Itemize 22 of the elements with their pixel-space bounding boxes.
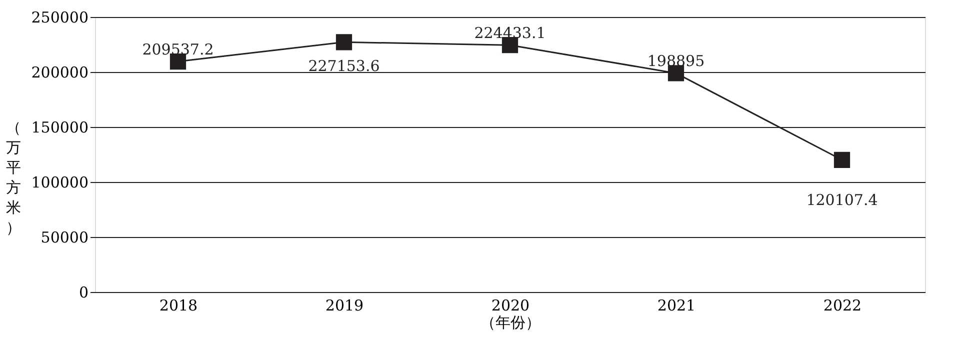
- data-label: 198895: [647, 52, 705, 70]
- point: [834, 152, 850, 168]
- x-tick-label: 2019: [325, 296, 364, 314]
- y-tick-label: 150000: [31, 118, 88, 136]
- y-tick-label: 100000: [31, 174, 88, 192]
- y-axis-title: （万平方米）: [6, 118, 21, 236]
- x-tick-label: 2020: [491, 296, 530, 314]
- data-label: 224433.1: [474, 24, 546, 42]
- y-tick-label: 50000: [40, 228, 88, 246]
- data-label: 227153.6: [308, 57, 380, 76]
- point: [336, 34, 352, 50]
- point: [502, 37, 518, 54]
- x-tick-label: 2022: [823, 296, 862, 314]
- data-label: 209537.2: [142, 40, 214, 59]
- point: [668, 65, 684, 82]
- x-tick-label: 2021: [657, 296, 696, 314]
- y-tick-label: 200000: [31, 64, 88, 82]
- x-axis-title: （年份）: [480, 314, 540, 332]
- y-tick-label: 250000: [31, 8, 88, 26]
- data-label: 120107.4: [806, 190, 878, 209]
- x-tick-label: 2018: [159, 296, 198, 314]
- y-tick-label: 0: [78, 284, 88, 302]
